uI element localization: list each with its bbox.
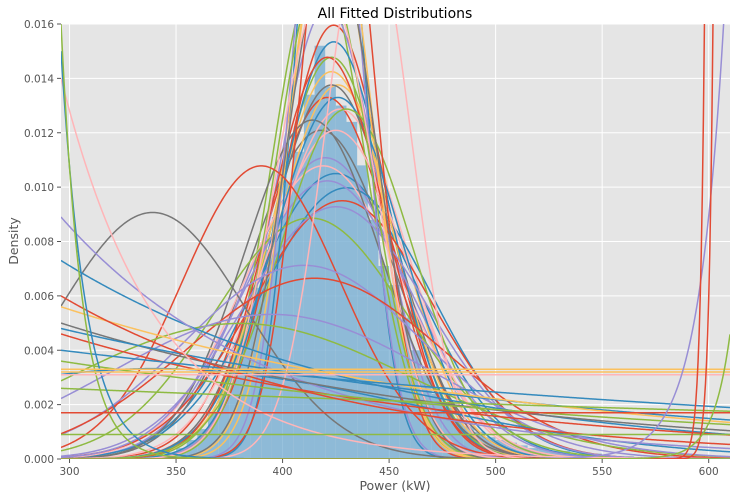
histogram-bar bbox=[314, 45, 326, 459]
x-axis-label: Power (kW) bbox=[359, 478, 430, 493]
histogram-bar bbox=[239, 323, 251, 459]
y-tick-label: 0.008 bbox=[24, 237, 54, 249]
fitted-curve bbox=[61, 387, 730, 413]
fitted-curve bbox=[61, 24, 730, 459]
fitted-curves bbox=[61, 24, 730, 459]
fitted-curve bbox=[61, 24, 725, 459]
x-tick-label: 350 bbox=[166, 466, 186, 478]
chart-title: All Fitted Distributions bbox=[318, 6, 473, 22]
fitted-curve bbox=[61, 295, 730, 446]
x-tick-label: 450 bbox=[379, 466, 399, 478]
x-axis-ticks: 300 350 400 450 500 550 600 bbox=[59, 459, 719, 478]
fitted-curve bbox=[61, 51, 730, 459]
histogram-bar bbox=[208, 412, 219, 459]
y-axis-ticks: 0.000 0.002 0.004 0.006 0.008 0.010 0.012 0.014… bbox=[24, 19, 61, 466]
histogram-bar bbox=[325, 86, 336, 459]
fitted-curve bbox=[61, 334, 730, 459]
y-tick-label: 0.000 bbox=[24, 454, 54, 466]
fitted-curve bbox=[61, 349, 730, 409]
fitted-curve bbox=[61, 216, 730, 450]
fitted-curve bbox=[61, 327, 730, 421]
histogram-bar bbox=[453, 418, 464, 459]
fitted-curve bbox=[61, 322, 730, 432]
fitted-curve bbox=[61, 24, 730, 459]
histogram-bar bbox=[197, 429, 209, 459]
y-tick-label: 0.002 bbox=[24, 400, 54, 412]
histogram-bar bbox=[303, 94, 315, 459]
fitted-curve bbox=[61, 41, 730, 459]
y-tick-label: 0.010 bbox=[24, 182, 54, 194]
fitted-curve bbox=[61, 277, 730, 459]
x-tick-label: 500 bbox=[486, 466, 506, 478]
histogram-bar bbox=[346, 121, 358, 459]
histogram-bar bbox=[229, 355, 240, 459]
y-tick-label: 0.012 bbox=[24, 128, 54, 140]
histogram-bar bbox=[442, 407, 454, 459]
fitted-curve bbox=[61, 78, 730, 459]
histogram-bar bbox=[378, 265, 390, 459]
fitted-curve bbox=[61, 259, 730, 436]
histogram-bar bbox=[271, 217, 283, 459]
histogram-bar bbox=[516, 445, 528, 459]
fitted-curve bbox=[61, 206, 730, 459]
histogram-bar bbox=[218, 385, 230, 459]
y-tick-label: 0.016 bbox=[24, 19, 54, 31]
histogram-bar bbox=[357, 165, 368, 459]
fitted-curve bbox=[61, 264, 730, 459]
x-tick-label: 550 bbox=[592, 466, 612, 478]
fitted-curve bbox=[61, 24, 730, 459]
x-tick-label: 300 bbox=[59, 466, 79, 478]
y-axis-label: Density bbox=[6, 217, 21, 265]
fitted-curve bbox=[61, 333, 730, 436]
y-tick-label: 0.014 bbox=[24, 73, 54, 85]
x-tick-label: 400 bbox=[273, 466, 293, 478]
y-tick-label: 0.004 bbox=[24, 345, 54, 357]
x-tick-label: 600 bbox=[699, 466, 719, 478]
fitted-curve bbox=[61, 24, 730, 459]
histogram-bar bbox=[293, 151, 304, 459]
fitted-curve bbox=[61, 211, 730, 459]
y-tick-label: 0.006 bbox=[24, 291, 54, 303]
histogram-bar bbox=[367, 219, 379, 459]
histogram-bar bbox=[282, 181, 294, 459]
